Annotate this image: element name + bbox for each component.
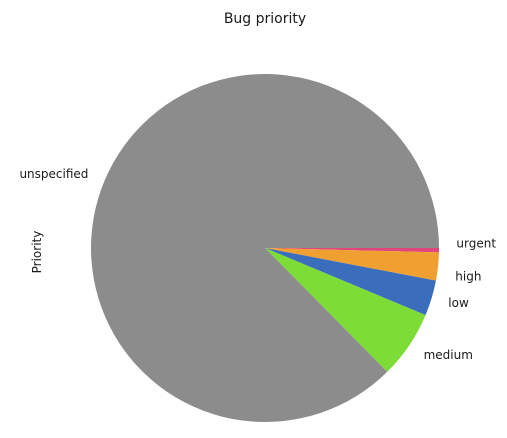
pie-slice-high xyxy=(265,248,439,281)
pie-slice-unspecified xyxy=(91,74,440,423)
pie-slice-low xyxy=(265,248,436,316)
pie-label-medium: medium xyxy=(424,348,473,362)
pie-label-urgent: urgent xyxy=(456,236,496,250)
pie-labels: urgent high low medium unspecified xyxy=(19,167,496,362)
pie-slices xyxy=(91,74,440,423)
pie-label-high: high xyxy=(455,269,481,283)
y-axis-label: Priority xyxy=(30,231,44,274)
pie-label-unspecified: unspecified xyxy=(19,167,88,181)
chart-title: Bug priority xyxy=(224,11,306,27)
pie-slice-medium xyxy=(265,248,426,372)
pie-slice-urgent xyxy=(265,248,440,253)
pie-label-low: low xyxy=(448,296,469,310)
